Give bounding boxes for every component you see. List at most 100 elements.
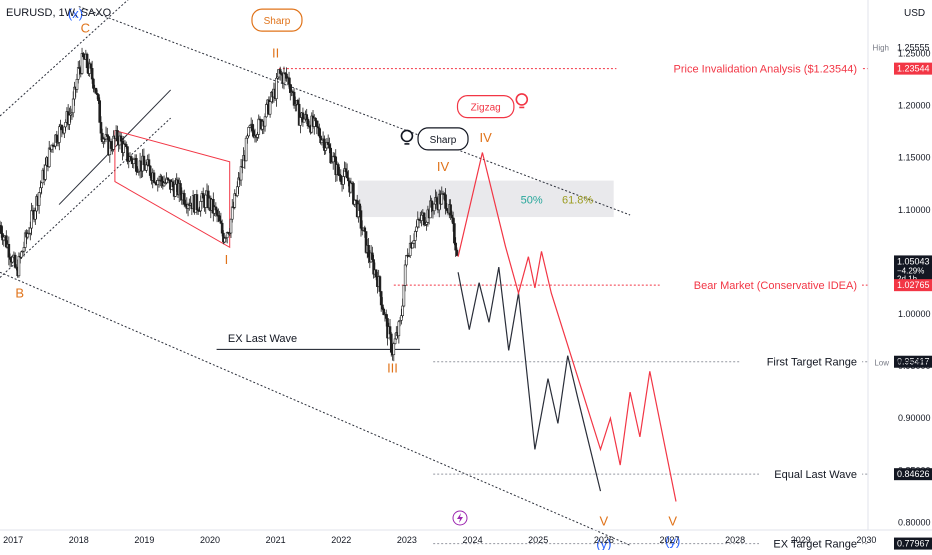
candle xyxy=(422,212,426,226)
candle xyxy=(382,308,386,316)
callout-bubble[interactable] xyxy=(456,95,515,119)
candle xyxy=(171,181,175,188)
candle xyxy=(40,182,43,189)
candle xyxy=(339,175,343,182)
candle xyxy=(11,256,14,263)
price-tag-bg xyxy=(894,279,932,292)
candle xyxy=(282,72,286,84)
candle xyxy=(347,177,350,182)
callout-text: Zigzag xyxy=(471,103,501,114)
wave-label: (x) xyxy=(68,6,83,21)
price-tag-detail: −4.29% xyxy=(897,266,924,275)
currency-label[interactable]: USD xyxy=(904,8,925,19)
trendline-1[interactable] xyxy=(0,117,171,278)
candle xyxy=(204,194,208,208)
x-tick-label: 2024 xyxy=(463,535,483,545)
candle xyxy=(135,158,138,172)
candle xyxy=(345,171,349,179)
candle xyxy=(275,77,278,99)
candle xyxy=(71,98,75,114)
candle xyxy=(92,78,95,89)
price-tag-bg xyxy=(894,355,932,368)
candle xyxy=(89,63,93,69)
candle xyxy=(401,305,404,316)
trendline-0[interactable] xyxy=(0,0,138,117)
candle xyxy=(30,210,33,229)
candle xyxy=(22,247,26,252)
candle xyxy=(145,164,148,171)
candle xyxy=(55,134,59,143)
candle xyxy=(257,118,261,135)
y-tick-label: 1.20000 xyxy=(898,101,931,111)
x-tick-label: 2030 xyxy=(856,535,876,545)
candle xyxy=(324,147,327,151)
wave-label: II xyxy=(272,46,279,61)
fib-label: 50% xyxy=(521,195,543,207)
candle xyxy=(389,333,393,353)
candle xyxy=(152,172,156,183)
x-tick-label: 2021 xyxy=(266,535,286,545)
candle xyxy=(63,126,66,134)
y-tick-label: 1.15000 xyxy=(898,153,931,163)
x-tick-label: 2028 xyxy=(725,535,745,545)
candle xyxy=(214,206,218,211)
candle xyxy=(251,123,254,131)
callout-bubble[interactable] xyxy=(251,8,303,32)
level-label-bg-0 xyxy=(616,60,862,77)
price-tag: 0.77967 xyxy=(897,539,930,549)
candle xyxy=(44,164,47,180)
candle xyxy=(174,183,177,197)
candle xyxy=(445,208,449,211)
x-tick-label: 2018 xyxy=(69,535,89,545)
candle xyxy=(416,219,420,228)
candle xyxy=(247,127,250,137)
candle xyxy=(318,127,321,137)
x-tick-label: 2027 xyxy=(659,535,679,545)
candle xyxy=(435,197,439,203)
candle xyxy=(420,214,423,221)
candle xyxy=(454,242,457,251)
level-label-bg-3 xyxy=(759,466,862,483)
wave-label: (y) xyxy=(596,536,611,550)
fib-retracement-zone[interactable] xyxy=(357,180,614,218)
candle xyxy=(68,114,71,125)
candle xyxy=(412,240,416,244)
candle xyxy=(2,236,6,241)
callout-bubble[interactable] xyxy=(417,127,469,151)
candle xyxy=(415,226,418,232)
triangle-pattern[interactable] xyxy=(114,129,231,249)
trendline-3[interactable] xyxy=(0,271,631,546)
candle xyxy=(305,114,309,120)
lightbulb-icon xyxy=(515,93,529,106)
candle xyxy=(230,206,234,220)
level-label-bg-1 xyxy=(659,277,862,294)
candle xyxy=(122,143,125,153)
candle xyxy=(450,214,454,219)
candle xyxy=(329,147,332,164)
candle xyxy=(124,144,128,147)
candle xyxy=(235,186,239,196)
candle xyxy=(392,343,396,356)
price-tag-detail: 2d 1h xyxy=(897,274,917,283)
candle xyxy=(378,276,382,292)
candle xyxy=(263,116,267,127)
candle xyxy=(344,168,348,172)
price-tag: 0.95363 xyxy=(897,357,930,367)
candle xyxy=(148,165,152,176)
candle xyxy=(397,321,401,337)
projection-red-path[interactable] xyxy=(457,152,677,502)
candle xyxy=(82,53,85,58)
candle xyxy=(265,104,268,118)
wave-label: I xyxy=(225,252,229,267)
candle xyxy=(85,53,89,69)
price-tag-bg xyxy=(894,62,932,75)
candle xyxy=(381,304,384,310)
candle xyxy=(195,194,199,210)
candle xyxy=(37,192,41,206)
candle xyxy=(384,313,388,319)
candle xyxy=(326,142,330,145)
candle xyxy=(119,135,123,142)
y-tick-label: 1.00000 xyxy=(898,309,931,319)
